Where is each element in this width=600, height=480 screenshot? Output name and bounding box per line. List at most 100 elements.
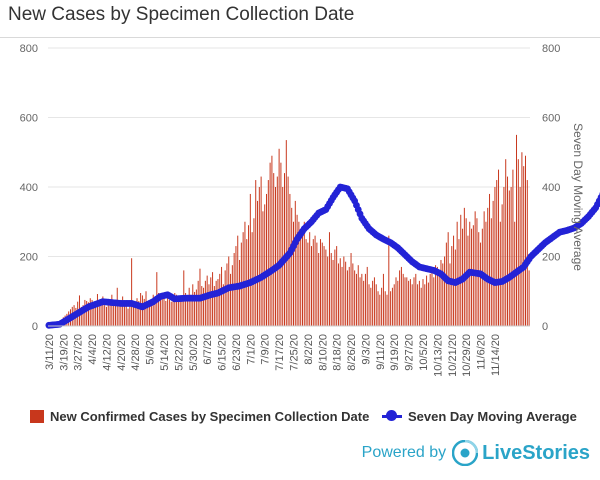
x-tick-label: 9/3/20	[360, 334, 372, 365]
legend-label-cases: New Confirmed Cases by Specimen Collecti…	[50, 409, 370, 424]
x-tick-label: 8/26/20	[346, 334, 358, 371]
bar	[197, 280, 199, 326]
bar	[489, 193, 491, 326]
bar	[161, 298, 163, 326]
bar	[113, 303, 115, 326]
bar	[354, 270, 356, 326]
bar	[179, 298, 181, 326]
bar	[284, 173, 285, 326]
bar	[402, 273, 404, 326]
y-tick-label-left: 800	[20, 43, 38, 55]
bar	[154, 296, 156, 326]
bar	[136, 298, 138, 326]
bar	[224, 270, 226, 326]
legend-item-average[interactable]: Seven Day Moving Average	[382, 409, 577, 424]
x-tick-label: 11/6/20	[476, 334, 488, 370]
bar	[158, 292, 160, 326]
bar	[348, 266, 350, 326]
x-tick-label: 8/18/20	[332, 334, 344, 371]
bar	[129, 304, 131, 326]
bar	[107, 302, 109, 326]
x-tick-label: 5/22/20	[173, 334, 185, 371]
bar	[242, 232, 244, 326]
x-tick-label: 9/27/20	[404, 334, 416, 371]
bar	[332, 259, 334, 326]
bar	[266, 193, 268, 326]
title-divider	[0, 37, 600, 38]
bar	[204, 280, 206, 326]
bar	[219, 273, 221, 326]
legend: New Confirmed Cases by Specimen Collecti…	[30, 409, 590, 427]
y-tick-label-right: 800	[542, 43, 560, 55]
bar	[420, 287, 422, 326]
bar	[310, 246, 312, 326]
bar	[339, 258, 341, 326]
bar	[372, 280, 374, 326]
bar	[276, 176, 278, 326]
x-tick-label: 7/25/20	[288, 334, 300, 371]
bar	[285, 140, 287, 326]
moving-average-series	[45, 183, 600, 329]
bar	[201, 286, 203, 326]
bar	[143, 298, 145, 326]
bar	[505, 159, 507, 326]
bar	[98, 304, 100, 326]
x-tick-label: 10/13/20	[432, 334, 444, 377]
bar	[221, 266, 223, 326]
bar	[186, 295, 188, 326]
bar	[507, 176, 509, 326]
legend-item-cases[interactable]: New Confirmed Cases by Specimen Collecti…	[30, 409, 369, 424]
bar	[397, 280, 399, 326]
bar	[429, 273, 431, 326]
bar	[132, 306, 134, 326]
x-tick-label: 4/20/20	[116, 334, 128, 371]
x-tick-label: 8/10/20	[317, 334, 329, 371]
bar	[96, 294, 98, 326]
y-tick-label-left: 0	[32, 321, 38, 333]
x-tick-label: 5/14/20	[159, 334, 171, 371]
bar	[341, 266, 343, 326]
y-tick-label-left: 400	[20, 182, 38, 194]
bar	[350, 253, 352, 326]
bar	[244, 221, 246, 326]
bar	[125, 305, 127, 326]
bar	[111, 294, 113, 326]
bar	[165, 300, 167, 326]
bar	[181, 296, 183, 326]
bar	[305, 239, 307, 326]
powered-by[interactable]: Powered by LiveStories	[362, 438, 590, 468]
bar	[215, 280, 217, 326]
bar	[230, 273, 232, 326]
bar	[152, 294, 154, 326]
bar	[526, 180, 528, 326]
bar	[116, 287, 118, 326]
bar	[517, 159, 519, 326]
bar	[163, 294, 165, 326]
bar	[503, 187, 505, 326]
x-tick-label: 3/11/20	[44, 334, 56, 370]
bar	[400, 266, 402, 326]
bar	[91, 299, 93, 326]
x-tick-label: 4/28/20	[130, 334, 142, 371]
bar	[294, 200, 296, 326]
bar	[345, 261, 347, 326]
bar	[384, 291, 386, 326]
bar	[346, 270, 348, 326]
bar	[454, 249, 456, 326]
bar	[436, 266, 438, 326]
bar	[352, 263, 354, 326]
bar	[336, 246, 338, 326]
bar	[185, 292, 187, 326]
bar	[382, 273, 384, 326]
bar-series	[48, 134, 530, 326]
bar	[170, 301, 172, 326]
bar	[168, 299, 170, 326]
bar	[105, 306, 107, 326]
bar	[212, 272, 214, 326]
x-tick-label: 8/2/20	[303, 334, 315, 365]
bar	[368, 284, 370, 326]
bar	[377, 291, 379, 326]
bar	[222, 284, 224, 326]
bar	[406, 277, 408, 326]
bar	[194, 291, 196, 326]
